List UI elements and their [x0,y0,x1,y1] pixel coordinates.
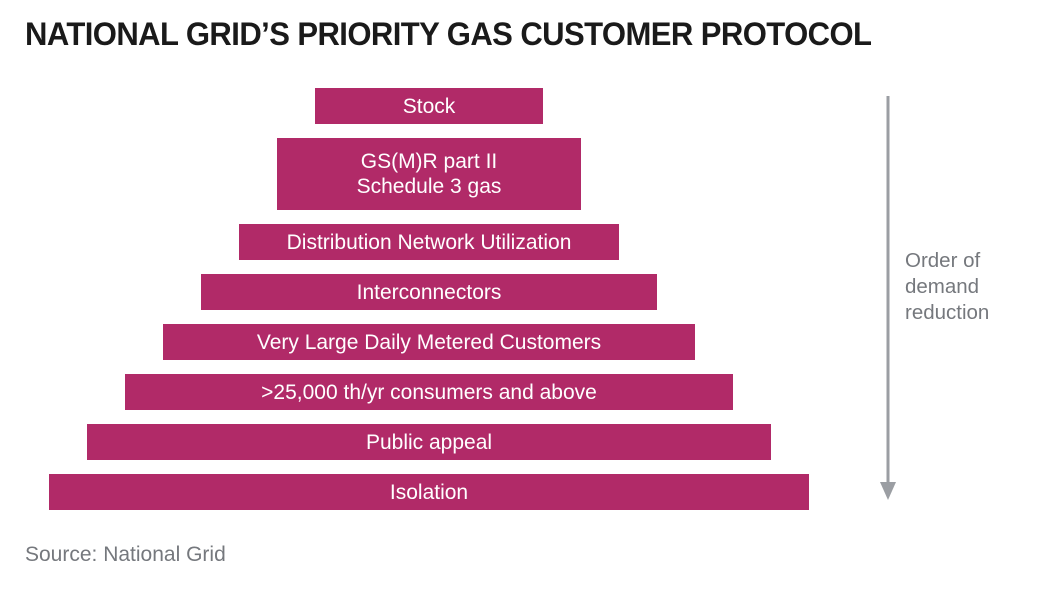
pyramid-level-4: Interconnectors [201,274,657,310]
down-arrow-icon [878,92,898,504]
pyramid-level-label: Stock [403,94,456,119]
pyramid-level-label: >25,000 th/yr consumers and above [261,380,597,405]
pyramid-level-label: Distribution Network Utilization [287,230,572,255]
figure: NATIONAL GRID’S PRIORITY GAS CUSTOMER PR… [0,0,1044,590]
pyramid-level-label: Schedule 3 gas [357,174,502,199]
pyramid-level-label: Isolation [390,480,468,505]
pyramid-level-5: Very Large Daily Metered Customers [163,324,695,360]
pyramid-level-1: Stock [315,88,543,124]
pyramid-level-label: Interconnectors [357,280,502,305]
pyramid-level-2: GS(M)R part IISchedule 3 gas [277,138,581,210]
pyramid-level-6: >25,000 th/yr consumers and above [125,374,733,410]
pyramid-level-3: Distribution Network Utilization [239,224,619,260]
pyramid-level-label: Very Large Daily Metered Customers [257,330,601,355]
pyramid-level-label: Public appeal [366,430,492,455]
pyramid-level-label: GS(M)R part II [361,149,498,174]
order-arrow: Order of demand reduction [878,92,1038,504]
pyramid-level-8: Isolation [49,474,809,510]
pyramid-level-7: Public appeal [87,424,771,460]
order-arrow-label: Order of demand reduction [905,248,1025,326]
source-caption: Source: National Grid [25,543,226,567]
